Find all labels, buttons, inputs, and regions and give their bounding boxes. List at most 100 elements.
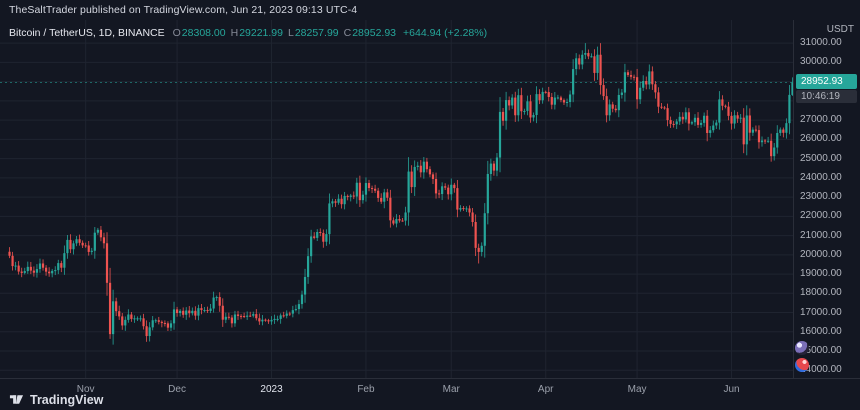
candle-body <box>611 104 614 109</box>
price-tick-label: 24000.00 <box>800 171 842 183</box>
tradingview-logo[interactable]: TradingView <box>9 392 103 407</box>
candle-body <box>294 309 297 311</box>
time-tick-label: 2023 <box>260 384 283 395</box>
candle-body <box>593 56 596 73</box>
candle-body <box>453 184 456 189</box>
candle-body <box>727 106 730 116</box>
candle-body <box>760 140 764 143</box>
candle-body <box>410 171 413 188</box>
chart-area: Bitcoin / TetherUS, 1D, BINANCE O28308.00… <box>0 20 860 410</box>
ohlc-low: L28257.99 <box>287 27 339 39</box>
candle-body <box>340 198 343 205</box>
price-axis[interactable]: USDT 31000.0030000.0029000.0028000.00270… <box>793 20 860 378</box>
candle-body <box>361 194 365 201</box>
candle-body <box>434 178 438 194</box>
candle-body <box>757 130 761 143</box>
candle-body <box>273 318 276 320</box>
emoji-sticker-bottom[interactable] <box>795 358 809 372</box>
candle-body <box>767 140 770 142</box>
candle-body <box>739 117 742 119</box>
candle-body <box>587 53 590 57</box>
emoji-sticker-top[interactable] <box>795 341 809 355</box>
candle-body <box>721 99 724 106</box>
candle-body <box>617 94 620 111</box>
candle-body <box>425 161 428 170</box>
candle-body <box>465 208 468 210</box>
candle-body <box>166 323 170 328</box>
candle-body <box>608 104 611 116</box>
price-tick-label: 18000.00 <box>800 287 842 299</box>
candle-body <box>370 188 374 190</box>
last-price-badge: 28952.93 <box>796 74 857 90</box>
time-tick-label: Nov <box>76 384 95 395</box>
candle-body <box>75 239 78 244</box>
candle-body <box>581 54 584 65</box>
candle-body <box>14 265 17 267</box>
candle-body <box>182 310 185 315</box>
candle-body <box>477 247 480 252</box>
candle-body <box>139 318 142 320</box>
tradingview-brand-text: TradingView <box>30 392 104 407</box>
candle-body <box>102 237 106 244</box>
candle-body <box>267 320 270 322</box>
candle-body <box>523 110 526 112</box>
candle-body <box>78 239 81 243</box>
candle-body <box>297 304 301 310</box>
candle-body <box>654 84 657 93</box>
candle-body <box>377 190 380 198</box>
price-tick-label: 30000.00 <box>800 56 842 68</box>
candle-body <box>194 310 197 316</box>
price-tick-label: 19000.00 <box>800 268 842 280</box>
candle-body <box>456 188 459 210</box>
candle-body <box>742 117 745 145</box>
candle-body <box>392 220 395 224</box>
candle-body <box>590 56 593 58</box>
candle-body <box>462 208 465 210</box>
candle-body <box>51 270 54 274</box>
candle-body <box>450 184 453 195</box>
price-tick-label: 22000.00 <box>800 210 842 222</box>
symbol-title[interactable]: Bitcoin / TetherUS, 1D, BINANCE <box>9 27 165 39</box>
candle-body <box>303 276 307 295</box>
candle-body <box>404 212 407 221</box>
candle-body <box>715 122 718 126</box>
candle-body <box>703 115 706 123</box>
candlestick-chart[interactable] <box>0 20 794 378</box>
candle-body <box>154 320 157 322</box>
candle-body <box>541 91 544 101</box>
candle-body <box>657 92 660 107</box>
price-tick-label: 17000.00 <box>800 306 842 318</box>
candle-body <box>535 94 538 115</box>
candle-body <box>666 108 669 121</box>
candle-body <box>84 245 87 247</box>
candle-body <box>230 317 234 324</box>
candle-body <box>325 234 328 242</box>
candle-body <box>358 182 361 201</box>
candle-body <box>337 198 340 203</box>
candle-body <box>200 308 203 311</box>
candle-body <box>188 310 191 314</box>
candle-body <box>584 53 587 55</box>
time-axis-separator <box>0 378 860 379</box>
candle-body <box>179 310 182 314</box>
candle-body <box>346 195 349 197</box>
bar-countdown-badge: 10:46:19 <box>796 90 857 104</box>
candle-body <box>675 121 678 125</box>
price-tick-label: 25000.00 <box>800 152 842 164</box>
candle-body <box>41 263 45 268</box>
time-tick-label: May <box>627 384 647 395</box>
candle-body <box>730 115 733 124</box>
candle-body <box>279 315 282 319</box>
candle-body <box>115 301 118 312</box>
candle-body <box>255 314 258 319</box>
candle-body <box>206 310 209 312</box>
candle-body <box>60 263 63 268</box>
candle-body <box>712 125 715 131</box>
change-value: +644.94 (+2.28%) <box>403 27 488 39</box>
candle-body <box>316 232 319 238</box>
candle-body <box>127 314 130 320</box>
candle-body <box>407 171 410 213</box>
candle-body <box>96 229 99 233</box>
candle-body <box>663 107 666 109</box>
time-axis[interactable]: Nov Dec 2023 Feb Mar Apr May Jun <box>0 378 794 400</box>
